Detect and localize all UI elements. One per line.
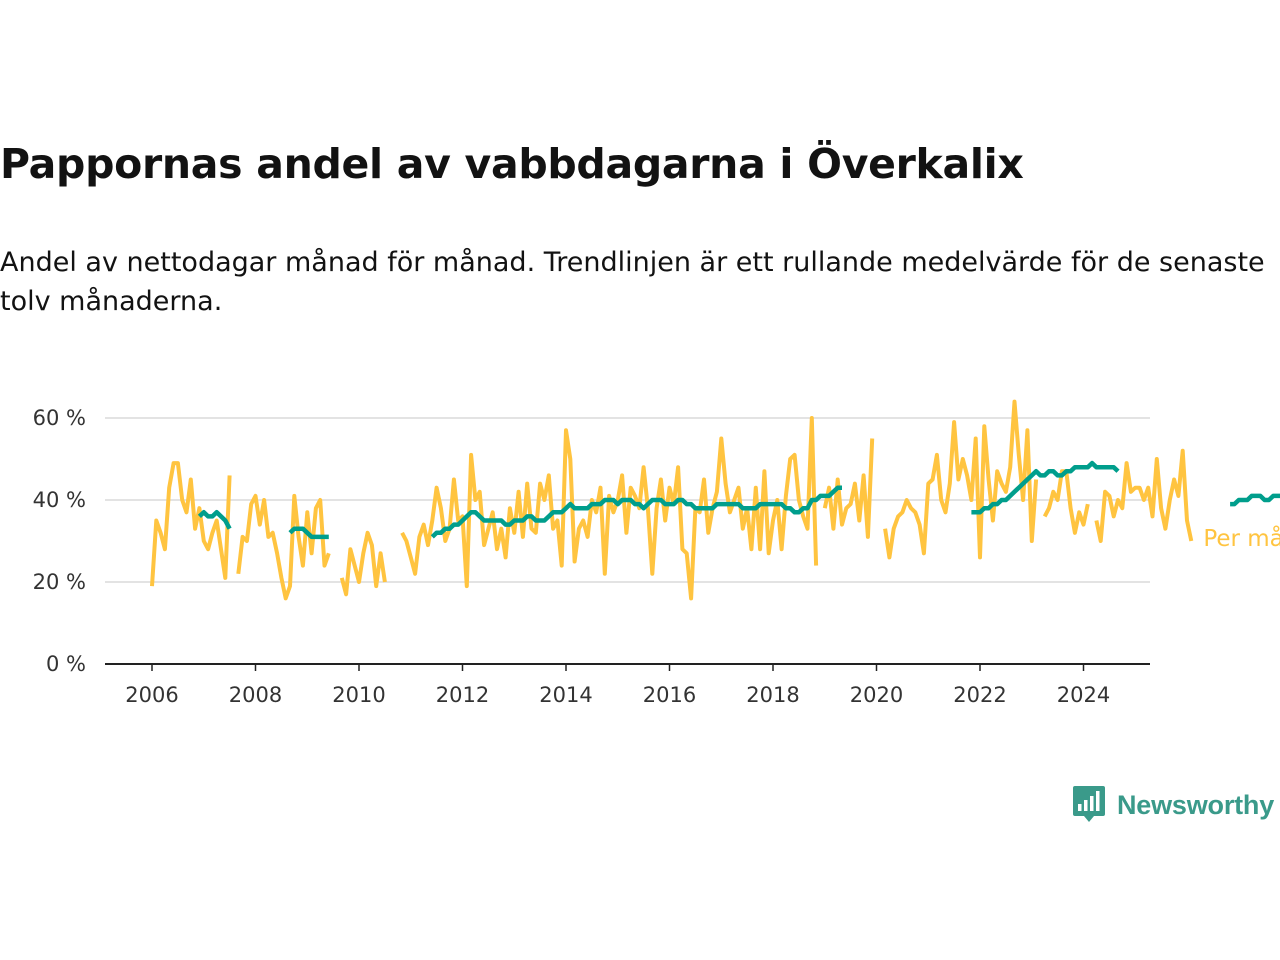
monthly-series-line bbox=[883, 399, 1039, 560]
monthly-series-line bbox=[236, 493, 331, 601]
x-tick-label: 2008 bbox=[229, 683, 282, 707]
monthly-series-line bbox=[1042, 469, 1090, 535]
y-tick-label: 0 % bbox=[46, 652, 86, 676]
x-tick-label: 2006 bbox=[125, 683, 178, 707]
trend-series-line bbox=[288, 526, 329, 540]
axes: 0 % 20 % 40 % 60 % 2006 2008 2010 2012 2014 2016 2… bbox=[33, 406, 1150, 707]
trend-series-line bbox=[197, 510, 232, 530]
chart-subtitle: Andel av nettodagar månad för månad. Tre… bbox=[0, 247, 1265, 317]
monthly-series-line bbox=[1094, 448, 1194, 543]
x-tick-label: 2020 bbox=[850, 683, 903, 707]
logo-text: Newsworthy bbox=[1117, 789, 1275, 820]
series-lines bbox=[150, 399, 1280, 601]
trend-series-line bbox=[971, 460, 1120, 515]
trend-series-line bbox=[1230, 493, 1280, 507]
monthly-series-line bbox=[822, 438, 875, 539]
monthly-series-line bbox=[150, 461, 232, 587]
newsworthy-logo: Newsworthy bbox=[1072, 784, 1274, 826]
line-chart: 0 % 20 % 40 % 60 % 2006 2008 2010 2012 2014 2016 2… bbox=[33, 399, 1280, 707]
x-tick-label: 2012 bbox=[436, 683, 489, 707]
y-tick-label: 20 % bbox=[33, 570, 86, 594]
trend-series-line bbox=[430, 485, 842, 539]
x-tick-label: 2022 bbox=[953, 683, 1006, 707]
monthly-series-line bbox=[339, 530, 387, 597]
x-tick-label: 2024 bbox=[1057, 683, 1110, 707]
y-tick-label: 40 % bbox=[33, 488, 86, 512]
monthly-series-label: Per månad bbox=[1203, 524, 1280, 552]
chart-title: Pappornas andel av vabbdagarna i Överkal… bbox=[0, 140, 1024, 188]
newsworthy-chart-icon bbox=[1073, 786, 1105, 822]
x-tick-label: 2018 bbox=[746, 683, 799, 707]
x-tick-label: 2010 bbox=[332, 683, 385, 707]
y-tick-label: 60 % bbox=[33, 406, 86, 430]
x-tick-label: 2016 bbox=[643, 683, 696, 707]
series-labels: Per månadTrend bbox=[1203, 524, 1280, 552]
x-tick-label: 2014 bbox=[539, 683, 592, 707]
